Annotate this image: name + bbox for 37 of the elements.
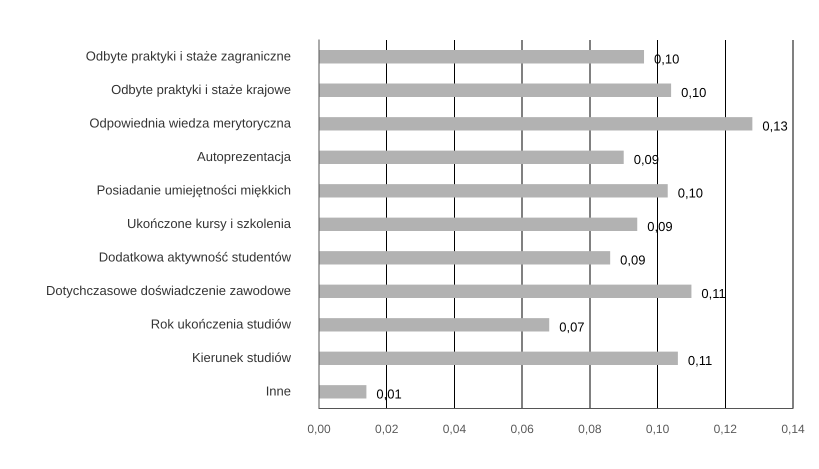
bar <box>320 352 678 366</box>
bar <box>320 150 624 164</box>
x-tick-label: 0,10 <box>646 422 670 436</box>
x-tick-label: 0,12 <box>714 422 738 436</box>
y-tick-label: Rok ukończenia studiów <box>150 316 292 332</box>
y-tick-label: Odbyte praktyki i staże zagraniczne <box>86 48 291 64</box>
bar <box>320 117 752 130</box>
bar <box>320 284 692 298</box>
data-label: 0,13 <box>762 118 788 134</box>
data-label: 0,10 <box>681 84 706 100</box>
bar <box>320 50 644 64</box>
x-tick-label: 0,00 <box>307 422 331 436</box>
bar <box>320 385 366 399</box>
y-tick-label: Kierunek studiów <box>192 350 292 365</box>
y-tick-label: Posiadanie umiejętności miękkich <box>96 182 291 198</box>
bar <box>320 218 638 231</box>
x-tick-label: 0,14 <box>781 422 805 436</box>
y-tick-label: Autoprezentacja <box>197 148 292 164</box>
data-label: 0,10 <box>678 185 704 200</box>
bar <box>320 84 672 97</box>
y-tick-label: Ukończone kursy i szkolenia <box>126 216 292 231</box>
y-tick-label: Dotychczasowe doświadczenie zawodowe <box>46 282 291 298</box>
x-tick-label: 0,06 <box>510 422 534 436</box>
bar <box>320 184 668 198</box>
y-tick-label: Odbyte praktyki i staże krajowe <box>111 82 291 97</box>
x-tick-label: 0,04 <box>442 422 466 436</box>
bar <box>320 318 550 332</box>
x-tick-label: 0,08 <box>578 422 602 436</box>
y-tick-label: Inne <box>266 383 291 398</box>
data-label: 0,11 <box>688 352 712 368</box>
x-tick-label: 0,02 <box>375 422 399 436</box>
y-tick-label: Odpowiednia wiedza merytoryczna <box>89 115 292 130</box>
data-label: 0,11 <box>701 286 726 301</box>
data-label: 0,09 <box>620 252 646 268</box>
bar <box>320 251 610 265</box>
y-tick-label: Dodatkowa aktywność studentów <box>98 249 292 264</box>
data-label: 0,07 <box>559 319 585 334</box>
